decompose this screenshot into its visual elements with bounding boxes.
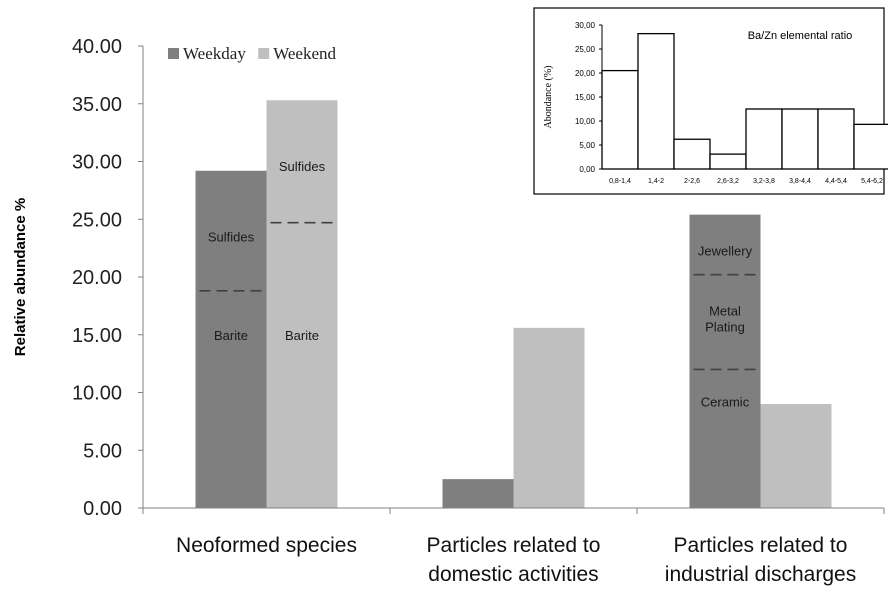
bar-weekday-2 [689,214,761,508]
inset-bar-4 [745,108,783,170]
y-tick-label-1: 5.00 [83,440,122,462]
inset-y-axis-title: Abondance (%) [543,65,554,128]
x-category-label-2-1: industrial discharges [665,563,856,586]
bar-weekend-0 [266,100,338,508]
legend-label-weekday: Weekday [183,44,246,63]
inset-bar-0 [601,69,639,170]
inset-bar-5 [781,108,819,170]
bar-weekday-0 [195,170,267,509]
legend-label-weekend: Weekend [273,44,336,63]
main-chart: Relative abundance % Sulfides Barite Sulfid… [12,36,885,586]
inset-x-tick-label-2: 2-2,6 [684,178,700,185]
segment-label-3: Barite [285,328,319,343]
segment-label-6: Ceramic [701,395,750,410]
inset-y-tick-label-5: 25,00 [575,45,596,54]
y-tick-label-0: 0.00 [83,498,122,520]
y-tick-label-2: 10.00 [72,383,122,405]
inset-bar-2 [673,138,711,170]
inset-x-tick-label-4: 3,2-3,8 [753,178,775,185]
x-category-label-2-0: Particles related to [674,534,848,557]
inset-x-tick-label-1: 1,4-2 [648,178,664,185]
inset-x-tick-label-3: 2,6-3,2 [717,178,739,185]
y-tick-label-3: 15.00 [72,325,122,347]
bar-weekday-1 [442,479,514,508]
segment-label-5-0: Metal [709,304,741,319]
segment-label-0: Sulfides [208,230,255,245]
segment-label-5-1: Plating [705,320,745,335]
segment-label-2: Sulfides [279,159,326,174]
inset-y-tick-label-6: 30,00 [575,21,596,30]
inset-y-tick-label-2: 10,00 [575,117,596,126]
bar-weekend-1 [513,327,585,508]
inset-y-tick-label-0: 0,00 [579,165,595,174]
y-tick-label-8: 40.00 [72,36,122,58]
inset-bar-6 [817,108,855,170]
segment-label-4: Jewellery [698,243,753,258]
y-tick-label-4: 20.00 [72,267,122,289]
segment-label-1: Barite [214,328,248,343]
inset-y-tick-label-4: 20,00 [575,69,596,78]
inset-x-tick-label-7: 5,4-6,2 [861,178,883,185]
inset-chart: Ba/Zn elemental ratio Abondance (%) 0,00 5,… [533,7,888,195]
x-category-label-1-0: Particles related to [427,534,601,557]
inset-bar-7 [853,123,888,170]
y-tick-label-5: 25.00 [72,209,122,231]
inset-x-tick-label-0: 0,8-1,4 [609,178,631,185]
inset-bar-3 [709,153,747,170]
y-axis-title: Relative abundance % [12,198,29,356]
inset-title: Ba/Zn elemental ratio [748,30,853,42]
y-tick-label-6: 30.00 [72,152,122,174]
inset-y-tick-label-1: 5,00 [579,141,595,150]
y-tick-label-7: 35.00 [72,94,122,116]
inset-x-tick-label-6: 4,4-5,4 [825,178,847,185]
inset-y-tick-label-3: 15,00 [575,93,596,102]
x-category-label-1-1: domestic activities [428,563,598,586]
legend-swatch-weekend [258,48,270,59]
bar-weekend-2 [760,404,832,508]
x-category-label-0-0: Neoformed species [176,534,357,557]
inset-x-tick-label-5: 3,8-4,4 [789,178,811,185]
legend-swatch-weekday [168,48,179,59]
inset-bar-1 [637,32,675,170]
